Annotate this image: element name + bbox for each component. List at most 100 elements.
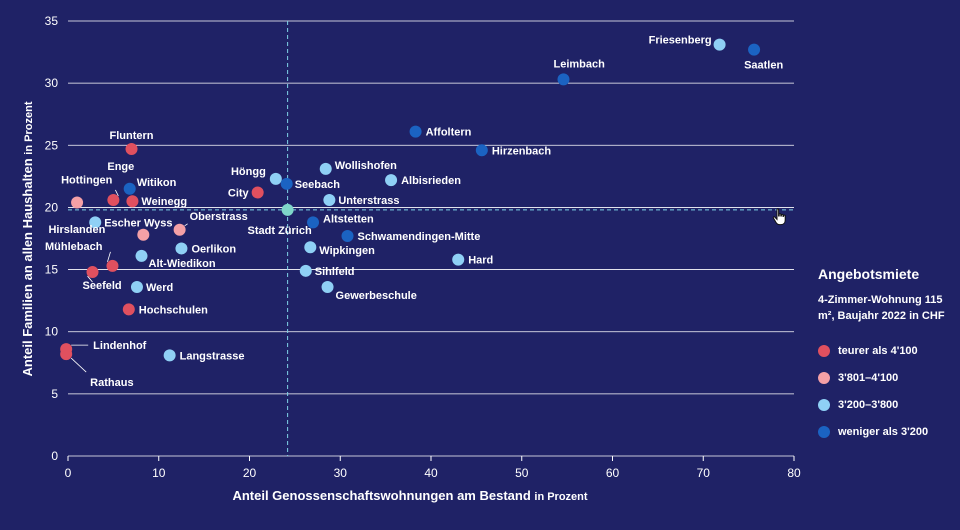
data-point <box>137 228 150 241</box>
data-point <box>341 230 354 243</box>
label-leader-line <box>184 223 188 227</box>
data-label: Witikon <box>137 177 177 189</box>
data-point <box>130 280 143 293</box>
data-label: Höngg <box>231 166 266 178</box>
reference-point <box>281 203 294 216</box>
data-label: Hard <box>468 255 493 267</box>
y-tick-label: 5 <box>51 387 58 401</box>
data-point <box>106 259 119 272</box>
data-label: Affoltern <box>426 127 472 139</box>
label-leader-line <box>70 357 87 373</box>
hand-pointer-icon <box>772 208 788 231</box>
data-labels: Friesenberg Saatlen Leimbach Affoltern Hirze… <box>45 35 783 389</box>
reference-lines <box>68 21 794 456</box>
data-label: Werd <box>146 282 173 294</box>
data-point <box>135 249 148 262</box>
data-label: Altstetten <box>323 213 374 225</box>
legend-marker <box>818 372 830 384</box>
legend: Angebotsmiete 4-Zimmer-Wohnung 115 m², B… <box>818 266 958 448</box>
data-label: Friesenberg <box>649 35 712 47</box>
data-point <box>122 303 135 316</box>
data-point <box>385 174 398 187</box>
data-point <box>319 162 332 175</box>
legend-item: teurer als 4'100 <box>818 340 958 362</box>
data-point <box>107 193 120 206</box>
legend-label: weniger als 3'200 <box>838 426 929 438</box>
x-tick-label: 20 <box>243 466 257 480</box>
data-label: Unterstrass <box>338 195 399 207</box>
legend-item: 3'200–3'800 <box>818 394 958 416</box>
data-points <box>60 38 761 362</box>
data-point <box>163 349 176 362</box>
data-point <box>86 266 99 279</box>
data-label: Wollishofen <box>335 160 397 172</box>
data-label: Seefeld <box>83 280 122 292</box>
data-point <box>475 144 488 157</box>
data-point <box>321 280 334 293</box>
data-label: Oberstrass <box>190 211 248 223</box>
data-label: Rathaus <box>90 377 133 389</box>
y-tick-label: 25 <box>45 138 59 152</box>
label-leader-line <box>107 251 111 262</box>
data-point <box>126 195 139 208</box>
legend-subtitle: 4-Zimmer-Wohnung 115 m², Baujahr 2022 in… <box>818 294 945 322</box>
data-label: Wipkingen <box>319 245 375 257</box>
data-label: Gewerbeschule <box>336 290 417 302</box>
legend-label: 3'801–4'100 <box>838 372 899 384</box>
data-point <box>748 43 761 56</box>
legend-item: weniger als 3'200 <box>818 421 958 443</box>
x-tick-label: 30 <box>334 466 348 480</box>
legend-marker <box>818 399 830 411</box>
data-label: City <box>228 188 250 200</box>
x-tick-label: 10 <box>152 466 166 480</box>
x-tick-label: 80 <box>787 466 801 480</box>
data-label: Escher Wyss <box>104 217 172 229</box>
data-point <box>71 196 84 209</box>
y-tick-label: 30 <box>45 76 59 90</box>
data-label: Hochschulen <box>139 304 208 316</box>
data-point <box>173 223 186 236</box>
data-label: Albisrieden <box>401 175 461 187</box>
data-label: Schwamendingen-Mitte <box>358 231 481 243</box>
legend-label: 3'200–3'800 <box>838 399 899 411</box>
x-tick-label: 50 <box>515 466 529 480</box>
data-point <box>323 193 336 206</box>
grid-lines <box>68 20 794 457</box>
data-label: Lindenhof <box>93 340 146 352</box>
y-tick-label: 15 <box>45 263 59 277</box>
y-tick-label: 35 <box>45 14 59 28</box>
legend-item: 3'801–4'100 <box>818 367 958 389</box>
x-tick-label: 0 <box>65 466 72 480</box>
data-label: Weinegg <box>141 196 187 208</box>
x-tick-label: 60 <box>606 466 620 480</box>
data-label: Hirslanden <box>48 224 105 236</box>
label-leader-lines <box>70 189 188 373</box>
data-point <box>251 186 264 199</box>
data-point <box>123 182 136 195</box>
legend-marker <box>818 345 830 357</box>
data-label: Saatlen <box>744 60 783 72</box>
data-label: Langstrasse <box>180 350 245 362</box>
data-point <box>557 73 570 86</box>
data-label: Hirzenbach <box>492 145 552 157</box>
data-point <box>280 177 293 190</box>
y-tick-label: 0 <box>51 449 58 463</box>
label-leader-line <box>87 275 93 283</box>
y-tick-label: 10 <box>45 325 59 339</box>
data-point <box>175 242 188 255</box>
y-axis-title: Anteil Familien an allen Haushalten in P… <box>20 101 35 376</box>
data-label: Alt-Wiedikon <box>149 258 216 270</box>
x-tick-label: 40 <box>424 466 438 480</box>
data-point <box>409 125 422 138</box>
data-label: Fluntern <box>110 130 154 142</box>
y-tick-label: 20 <box>45 200 59 214</box>
legend-label: teurer als 4'100 <box>838 345 918 357</box>
legend-title: Angebotsmiete <box>818 266 920 282</box>
data-label: Leimbach <box>553 58 605 70</box>
data-point <box>307 216 320 229</box>
legend-items: teurer als 4'100 3'801–4'100 3'200–3'800 we… <box>818 340 958 443</box>
data-point <box>60 348 73 361</box>
axes: 0 5 10 15 20 25 30 35 0 10 20 30 40 50 60 70 80 <box>45 14 801 480</box>
data-label: Mühlebach <box>45 241 103 253</box>
